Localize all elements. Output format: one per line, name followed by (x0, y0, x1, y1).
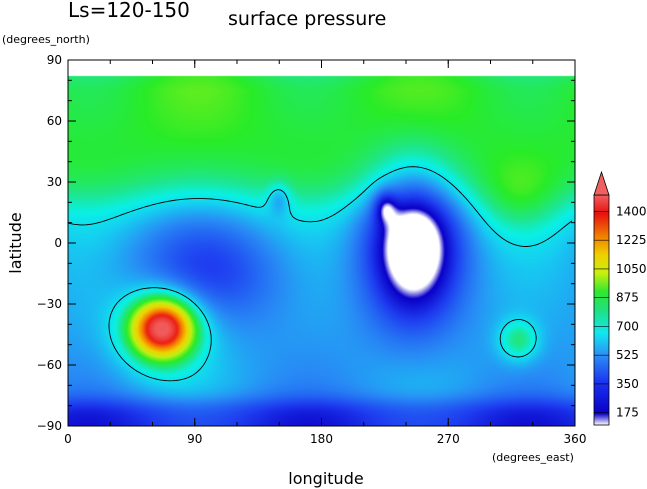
heatmap-field (68, 60, 575, 426)
y-tick-label: −60 (37, 358, 62, 372)
y-tick-label: 0 (54, 236, 62, 250)
colorbar-tick-label: 525 (616, 348, 639, 362)
colorbar: 175 350 525 700 875 1050 1225 1400 (593, 170, 647, 426)
chart-subtitle: surface pressure (228, 8, 386, 30)
contour-lines (68, 166, 573, 382)
y-axis-label: latitude (6, 212, 25, 273)
x-tick-label: 90 (187, 432, 202, 446)
contour-line (68, 166, 573, 382)
y-tick-label: −30 (37, 297, 62, 311)
y-tick-label: 90 (47, 53, 62, 67)
chart-title: Ls=120-150 (68, 0, 190, 22)
colorbar-tick-label: 175 (616, 406, 639, 420)
x-tick-label: 0 (64, 432, 72, 446)
colorbar-tick-label: 1225 (616, 233, 647, 247)
colorbar-triangle (593, 170, 610, 196)
colorbar-tick-label: 1050 (616, 262, 647, 276)
x-unit-label: (degrees_east) (492, 451, 574, 464)
y-axis: 90 60 30 0 −30 −60 −90 (37, 53, 575, 433)
colorbar-tick-label: 350 (616, 377, 639, 391)
colorbar-tick-label: 875 (616, 291, 639, 305)
y-tick-label: 60 (47, 114, 62, 128)
y-unit-label: (degrees_north) (2, 33, 90, 46)
x-tick-label: 180 (310, 432, 333, 446)
x-axis: 0 90 180 270 360 (64, 60, 586, 446)
colorbar-tick-label: 700 (616, 319, 639, 333)
x-tick-label: 270 (437, 432, 460, 446)
colorbar-tick-label: 1400 (616, 204, 647, 218)
colorbar-gradient (593, 194, 610, 426)
y-tick-label: 30 (47, 175, 62, 189)
x-tick-label: 360 (564, 432, 587, 446)
x-axis-label: longitude (288, 469, 363, 488)
y-tick-label: −90 (37, 419, 62, 433)
